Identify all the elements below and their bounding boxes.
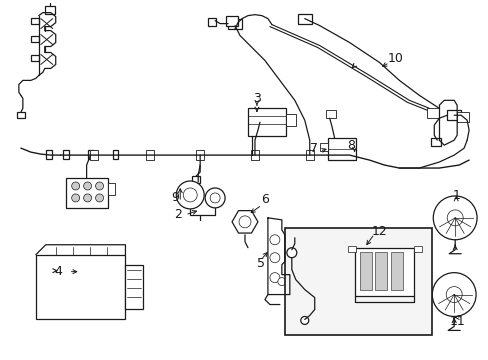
Text: 4: 4 [55,265,62,278]
Text: 6: 6 [261,193,268,206]
Bar [430,138,440,146]
Bar [89,150,98,160]
Bar [327,138,355,160]
Text: 3: 3 [252,92,261,105]
Circle shape [286,248,296,258]
Bar [46,150,52,159]
Text: 12: 12 [371,225,386,238]
Circle shape [95,182,103,190]
Circle shape [300,316,308,324]
Circle shape [95,194,103,202]
Bar [45,6,55,14]
Circle shape [277,278,285,285]
Bar [319,143,327,151]
Circle shape [447,210,462,226]
Circle shape [83,182,91,190]
Bar [125,265,143,310]
Bar [31,18,39,24]
Bar [247,108,285,136]
Bar [112,150,118,159]
Circle shape [431,273,475,316]
Bar [62,150,68,159]
Bar [65,178,107,208]
Bar [36,255,125,319]
Bar [375,252,386,289]
Text: 9: 9 [171,192,179,204]
Bar [250,150,259,160]
Bar [390,252,403,289]
Bar [31,55,39,62]
Circle shape [176,181,203,209]
Circle shape [83,194,91,202]
Bar [325,110,335,118]
Text: 1: 1 [451,189,459,202]
Text: 5: 5 [256,257,264,270]
Text: 2: 2 [174,208,182,221]
Text: 7: 7 [309,141,317,155]
Circle shape [239,216,250,228]
Bar [31,36,39,41]
Text: 10: 10 [386,52,403,65]
Bar [347,246,355,252]
Bar [146,150,154,160]
Bar [285,114,295,126]
Bar [208,18,216,26]
Bar [87,150,93,159]
Circle shape [269,235,279,245]
Bar [225,15,238,26]
Bar [227,19,242,28]
Bar [427,108,438,118]
Circle shape [72,182,80,190]
Bar [305,150,313,160]
Bar [354,248,413,296]
Bar [196,150,203,160]
Circle shape [269,273,279,283]
Circle shape [183,188,197,202]
Bar [413,246,422,252]
Circle shape [210,193,220,203]
Bar [297,14,311,24]
Bar [192,176,200,183]
Text: 11: 11 [448,315,464,328]
Bar [456,112,468,122]
Bar [17,112,25,118]
Text: 8: 8 [347,139,355,152]
Circle shape [269,253,279,263]
Circle shape [432,196,476,240]
Circle shape [205,188,224,208]
Bar [447,110,460,120]
Circle shape [72,194,80,202]
Bar [107,183,115,195]
Circle shape [446,287,461,302]
Bar [285,228,431,336]
Bar [359,252,371,289]
